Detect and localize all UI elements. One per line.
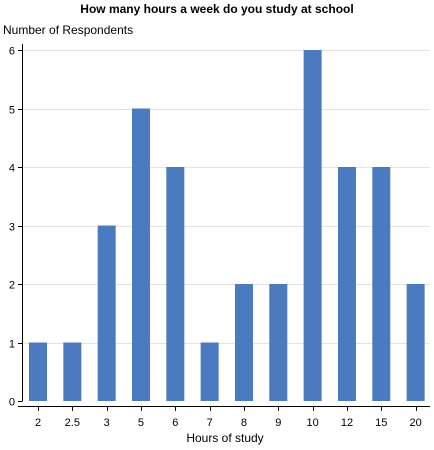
x-tick-label: 2 [35,417,41,429]
y-tick-label: 0 [9,397,15,409]
y-tick-label: 2 [9,280,15,292]
bar [269,284,288,401]
x-axis-label: Hours of study [186,431,264,445]
x-tick-label: 5 [138,417,144,429]
bar [97,225,116,401]
bar [200,342,219,401]
bar [131,108,150,401]
bar [29,342,47,401]
y-axis-label: Number of Respondents [3,23,134,37]
x-tick-label: 8 [241,417,247,429]
bar [337,167,356,401]
x-tick-label: 7 [207,417,213,429]
bars [29,50,425,401]
bar [372,167,391,401]
y-tick-label: 4 [9,163,15,175]
x-tick-label: 2.5 [65,417,80,429]
x-tick-label: 15 [375,417,387,429]
y-tick-label: 1 [9,339,15,351]
y-tick-label: 6 [9,46,15,58]
x-tick-label: 20 [410,417,422,429]
y-tick-label: 3 [9,222,15,234]
x-tick-label: 12 [341,417,353,429]
x-tick-label: 6 [172,417,178,429]
x-tick-label: 9 [275,417,281,429]
gridlines [22,50,430,344]
bar [63,342,82,401]
y-tick-label: 5 [9,105,15,117]
bar [406,284,425,401]
bar [234,284,253,401]
chart-title: How many hours a week do you study at sc… [80,2,354,16]
bar [166,167,185,401]
x-tick-label: 10 [307,417,319,429]
x-tick-label: 3 [104,417,110,429]
bar [303,50,322,401]
